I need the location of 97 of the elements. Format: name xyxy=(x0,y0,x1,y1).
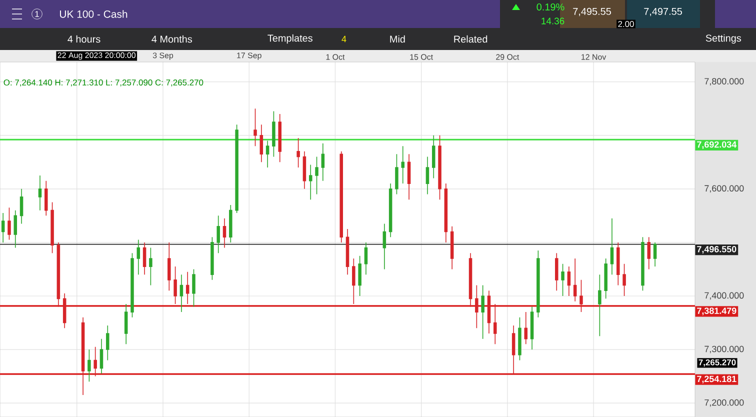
candlestick xyxy=(641,236,644,292)
candlestick xyxy=(616,242,620,286)
candlestick xyxy=(81,317,85,396)
text: Related xyxy=(454,35,488,43)
text: 7,265.270 xyxy=(698,359,736,367)
y-tick-label: 7,200.000 xyxy=(704,399,744,407)
candlestick xyxy=(229,204,232,243)
y-tick-label: 7,400.000 xyxy=(704,292,744,300)
candlestick xyxy=(530,306,534,350)
candlestick xyxy=(561,263,564,296)
candlestick xyxy=(44,180,48,216)
text: Settings xyxy=(706,34,742,44)
candlestick xyxy=(130,252,134,318)
text: 4 Months xyxy=(152,35,192,43)
candlestick xyxy=(124,304,128,345)
candlestick xyxy=(340,151,343,243)
annotation: O: 7,264.140 H: 7,271.310 L: 7,257.090 C: 7,265.270 xyxy=(4,80,204,86)
candlestick xyxy=(174,266,177,304)
candlestick xyxy=(50,202,54,254)
candlestick xyxy=(106,325,110,361)
candlestick xyxy=(598,274,602,337)
candlestick xyxy=(554,252,558,292)
ref-line-label: 7,496.550 xyxy=(697,246,736,254)
candlestick xyxy=(395,154,398,195)
candlestick xyxy=(20,188,24,224)
candlestick xyxy=(302,151,306,190)
candlestick xyxy=(518,317,522,361)
candlestick xyxy=(536,250,540,318)
candlestick xyxy=(622,263,626,296)
candlestick xyxy=(136,239,140,275)
text: 4 hours xyxy=(68,35,100,43)
candlestick xyxy=(100,338,104,374)
ref-line-label: 7,692.034 xyxy=(697,141,737,149)
candlestick xyxy=(450,226,454,270)
candlestick xyxy=(364,242,368,275)
candlestick xyxy=(235,124,238,214)
candlestick xyxy=(1,212,5,243)
candlestick xyxy=(432,134,436,179)
candlestick xyxy=(653,242,657,267)
candlestick xyxy=(647,236,651,270)
candlestick xyxy=(610,218,614,275)
text: Mid xyxy=(390,35,405,43)
candlestick xyxy=(88,349,91,382)
candlestick xyxy=(180,274,184,312)
candlestick xyxy=(346,228,350,275)
candlestick xyxy=(438,134,442,200)
candlestick xyxy=(296,138,300,168)
text: 1 xyxy=(35,11,39,17)
candlestick xyxy=(192,268,196,308)
candlestick xyxy=(272,110,276,158)
candlestick xyxy=(254,108,257,146)
candlestick xyxy=(94,346,97,377)
candlestick xyxy=(149,247,152,286)
candlestick xyxy=(512,325,516,374)
candlestick xyxy=(308,164,312,200)
text: 14.36 xyxy=(542,18,564,24)
ref-line-label: 7,381.479 xyxy=(697,308,736,316)
candlestick xyxy=(407,154,411,200)
text: Templates xyxy=(268,34,312,44)
text: 7,497.55 xyxy=(644,8,682,16)
candlestick xyxy=(266,140,270,168)
candlestick xyxy=(216,215,220,254)
y-tick-label: 7,300.000 xyxy=(704,346,744,354)
text: 2.00 xyxy=(618,21,634,27)
candlestick xyxy=(604,258,608,300)
text: 7,495.55 xyxy=(573,8,611,16)
candlestick xyxy=(487,290,491,334)
candlestick xyxy=(567,266,571,296)
text: 0.19% xyxy=(536,3,564,11)
candlestick xyxy=(14,210,18,248)
candlestick xyxy=(481,284,484,340)
candlestick xyxy=(524,312,528,345)
candlestick xyxy=(260,124,264,163)
candlestick xyxy=(382,223,386,270)
candlestick xyxy=(573,258,577,302)
y-tick-label: 7,600.000 xyxy=(704,185,744,193)
candlestick xyxy=(38,175,42,211)
candlestick xyxy=(580,280,583,312)
candlestick xyxy=(210,236,214,280)
candlestick xyxy=(493,304,497,345)
chart-title: UK 100 - Cash xyxy=(60,10,128,18)
candlestick xyxy=(168,242,171,292)
candlestick xyxy=(321,142,325,182)
y-tick-label: 7,800.000 xyxy=(704,78,744,86)
candlestick xyxy=(352,258,356,304)
candlestick xyxy=(222,218,226,248)
candlestick xyxy=(186,271,190,304)
candlestick xyxy=(475,284,478,329)
ref-line-label: 7,254.181 xyxy=(697,376,736,384)
candlestick xyxy=(142,242,146,275)
candlestick xyxy=(401,146,404,184)
candlestick xyxy=(8,207,11,240)
text: 4 xyxy=(342,36,346,42)
candlestick xyxy=(315,156,318,195)
candlestick xyxy=(278,114,282,163)
candlestick xyxy=(426,156,430,195)
candlestick xyxy=(358,255,362,296)
